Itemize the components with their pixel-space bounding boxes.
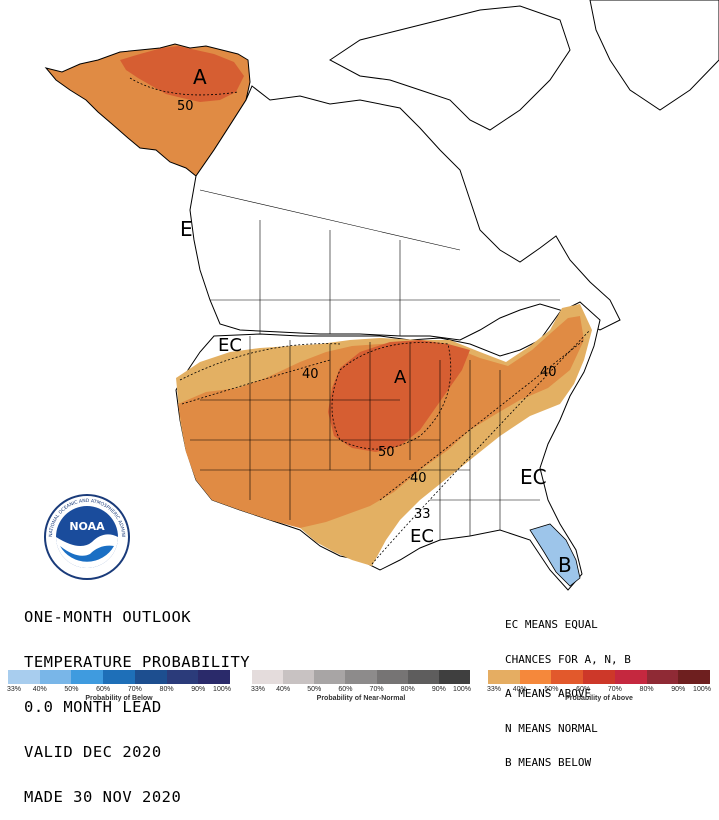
legend-tick-label: 100% (693, 686, 711, 693)
title-line: VALID DEC 2020 (24, 743, 162, 761)
legend-tick-label: 70% (369, 686, 384, 693)
legend-swatch (166, 670, 199, 684)
canada-landmass (189, 85, 621, 341)
legend-tick-label: 80% (639, 686, 654, 693)
legend-tick-label: 50% (64, 686, 79, 693)
legend-near-normal: 33% 40% 50% 60% 70% 80% 90% 100% Probability of … (250, 670, 471, 707)
alaska-above-60 (120, 46, 244, 102)
legend-swatch (252, 670, 284, 684)
legend-caption: Probability of Near-Normal (316, 695, 406, 702)
legend-above: 33% 40% 50% 60% 70% 80% 90% 100% Probability of … (486, 670, 711, 707)
legend-swatch (488, 670, 520, 684)
legend-swatch (8, 670, 40, 684)
label-southeast-ec: EC (520, 465, 547, 489)
legend-caption: Probability of Below (85, 695, 153, 702)
legend-color-bar (488, 670, 710, 684)
label-alaska-50: 50 (177, 99, 194, 114)
legend-tick-label: 90% (671, 686, 686, 693)
legend-swatch (583, 670, 615, 684)
legend-tick-label: 60% (338, 686, 353, 693)
ec-note-line: A MEANS ABOVE (505, 687, 592, 700)
legend-swatch (614, 670, 647, 684)
label-florida-b: B (558, 553, 572, 577)
legend-swatch (134, 670, 167, 684)
legend-swatch (407, 670, 439, 684)
legend-swatch (551, 670, 584, 684)
legend-tick-label: 40% (32, 686, 47, 693)
florida-below-40 (529, 523, 581, 587)
legend-swatch (646, 670, 679, 684)
conus-above-60 (328, 340, 470, 452)
legend-tick-label: 40% (276, 686, 291, 693)
legend-tick-label: 80% (159, 686, 174, 693)
title-line: MADE 30 NOV 2020 (24, 788, 182, 806)
legend-tick-label: 70% (607, 686, 622, 693)
legend-caption: Probability of Above (565, 695, 633, 702)
legend-swatch (103, 670, 135, 684)
state-borders (190, 189, 560, 540)
outlook-map: A 50 E EC 40 A 40 50 40 33 EC EC B (44, 0, 719, 591)
legend-below: 33% 40% 50% 60% 70% 80% 90% 100% Probability of … (6, 670, 231, 707)
legend-tick-label: 60% (576, 686, 591, 693)
legend-swatch (39, 670, 72, 684)
label-plains-50: 50 (378, 445, 395, 460)
legend-tick-label: 90% (191, 686, 206, 693)
legend-swatch (345, 670, 377, 684)
legend-tick-label: 50% (544, 686, 559, 693)
title-line: TEMPERATURE PROBABILITY (24, 653, 251, 671)
label-northeast-40: 40 (540, 365, 557, 380)
legend-swatch (519, 670, 552, 684)
legend-swatch (283, 670, 315, 684)
legend-color-bar (252, 670, 470, 684)
label-alaska-a: A (193, 65, 207, 89)
legend-swatch (376, 670, 408, 684)
legend-swatch (198, 670, 230, 684)
legend-tick-label: 90% (431, 686, 446, 693)
arctic-islands (329, 5, 571, 131)
legend-tick-label: 33% (250, 686, 266, 693)
legend-swatch (314, 670, 346, 684)
legend-tick-label: 70% (127, 686, 142, 693)
legend-tick-label: 100% (453, 686, 471, 693)
label-northwest-ec: EC (218, 335, 242, 356)
label-south-40: 40 (410, 471, 427, 486)
label-plains-40: 40 (302, 367, 319, 382)
legend-tick-label: 100% (213, 686, 231, 693)
title-line: ONE-MONTH OUTLOOK (24, 608, 192, 626)
ec-note-line: CHANCES FOR A, N, B (505, 652, 631, 666)
legend-tick-label: 60% (96, 686, 111, 693)
legend-color-bar (8, 670, 230, 684)
label-south-33: 33 (414, 507, 431, 522)
ec-note-line: EC MEANS EQUAL (505, 618, 598, 631)
legend-swatch (71, 670, 104, 684)
ec-note-line: B MEANS BELOW (505, 756, 592, 769)
legend-tick-label: 80% (400, 686, 415, 693)
legend-tick-label: 40% (512, 686, 527, 693)
legend-swatch (438, 670, 470, 684)
greenland (589, 0, 719, 111)
label-west-ec: E (180, 217, 193, 241)
noaa-logo: NOAA NATIONAL OCEANIC AND ATMOSPHERIC AD… (44, 494, 130, 580)
label-gulf-ec: EC (410, 526, 434, 547)
legend-tick-label: 33% (486, 686, 502, 693)
legend-swatch (678, 670, 710, 684)
label-midwest-a: A (394, 367, 407, 388)
ec-note-line: N MEANS NORMAL (505, 721, 598, 735)
legend-tick-label: 33% (6, 686, 22, 693)
noaa-logo-text: NOAA (69, 520, 105, 533)
legend-tick-label: 50% (307, 686, 322, 693)
